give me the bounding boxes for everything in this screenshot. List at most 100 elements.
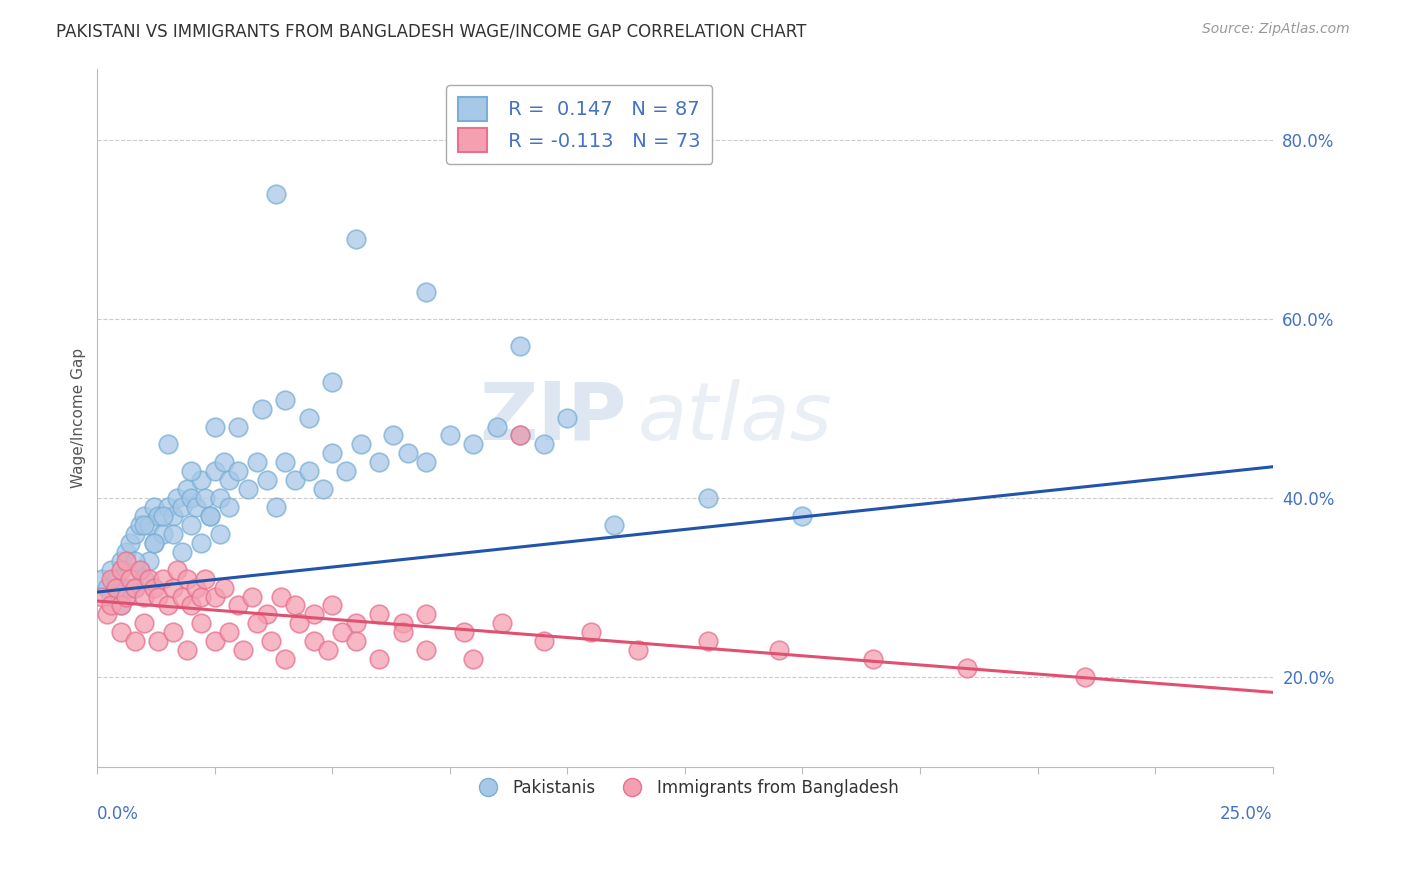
Point	[190, 616, 212, 631]
Point	[134, 590, 156, 604]
Point	[415, 285, 437, 300]
Point	[124, 581, 146, 595]
Point	[321, 446, 343, 460]
Point	[124, 527, 146, 541]
Point	[180, 491, 202, 505]
Point	[392, 616, 415, 631]
Point	[100, 590, 122, 604]
Point	[214, 455, 236, 469]
Point	[204, 634, 226, 648]
Point	[396, 446, 419, 460]
Point	[214, 581, 236, 595]
Point	[274, 652, 297, 666]
Point	[415, 607, 437, 622]
Point	[264, 186, 287, 201]
Point	[246, 455, 269, 469]
Point	[344, 616, 367, 631]
Point	[110, 625, 132, 640]
Point	[138, 554, 160, 568]
Point	[260, 634, 283, 648]
Point	[264, 500, 287, 514]
Point	[1073, 670, 1095, 684]
Point	[162, 581, 184, 595]
Point	[204, 464, 226, 478]
Point	[170, 590, 193, 604]
Point	[627, 643, 650, 657]
Point	[138, 518, 160, 533]
Point	[162, 625, 184, 640]
Point	[190, 536, 212, 550]
Point	[368, 455, 391, 469]
Point	[134, 616, 156, 631]
Point	[190, 590, 212, 604]
Point	[100, 572, 122, 586]
Point	[142, 536, 165, 550]
Point	[194, 491, 217, 505]
Point	[148, 634, 170, 648]
Point	[509, 428, 531, 442]
Point	[128, 563, 150, 577]
Point	[128, 563, 150, 577]
Point	[509, 428, 531, 442]
Point	[124, 634, 146, 648]
Point	[176, 643, 198, 657]
Point	[114, 554, 136, 568]
Point	[228, 464, 250, 478]
Point	[114, 590, 136, 604]
Point	[956, 661, 979, 675]
Point	[232, 643, 254, 657]
Point	[142, 500, 165, 514]
Y-axis label: Wage/Income Gap: Wage/Income Gap	[72, 348, 86, 488]
Point	[120, 572, 142, 586]
Point	[134, 508, 156, 523]
Point	[148, 508, 170, 523]
Point	[218, 473, 240, 487]
Point	[180, 518, 202, 533]
Point	[302, 634, 325, 648]
Point	[509, 339, 531, 353]
Point	[236, 482, 259, 496]
Point	[100, 563, 122, 577]
Point	[170, 500, 193, 514]
Point	[114, 590, 136, 604]
Point	[162, 508, 184, 523]
Text: ZIP: ZIP	[479, 378, 626, 457]
Point	[176, 572, 198, 586]
Point	[274, 392, 297, 407]
Point	[439, 428, 461, 442]
Point	[557, 410, 579, 425]
Point	[302, 607, 325, 622]
Point	[110, 581, 132, 595]
Point	[180, 599, 202, 613]
Point	[697, 491, 720, 505]
Point	[697, 634, 720, 648]
Point	[110, 554, 132, 568]
Point	[349, 437, 371, 451]
Point	[134, 572, 156, 586]
Point	[335, 464, 357, 478]
Point	[105, 581, 128, 595]
Point	[142, 536, 165, 550]
Point	[208, 491, 231, 505]
Point	[579, 625, 602, 640]
Point	[312, 482, 335, 496]
Point	[91, 590, 114, 604]
Point	[198, 508, 221, 523]
Point	[382, 428, 405, 442]
Point	[198, 508, 221, 523]
Point	[204, 590, 226, 604]
Point	[533, 634, 555, 648]
Point	[110, 563, 132, 577]
Point	[862, 652, 884, 666]
Point	[250, 401, 273, 416]
Point	[138, 572, 160, 586]
Point	[110, 599, 132, 613]
Point	[284, 473, 307, 487]
Point	[204, 419, 226, 434]
Point	[176, 482, 198, 496]
Point	[368, 652, 391, 666]
Point	[368, 607, 391, 622]
Text: Source: ZipAtlas.com: Source: ZipAtlas.com	[1202, 22, 1350, 37]
Point	[344, 231, 367, 245]
Point	[208, 527, 231, 541]
